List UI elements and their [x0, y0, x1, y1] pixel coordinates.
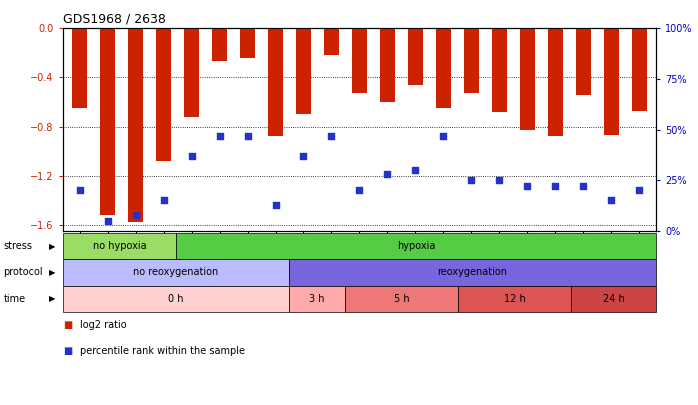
- Text: 24 h: 24 h: [603, 294, 625, 304]
- Bar: [604, 28, 619, 135]
- Text: ▶: ▶: [49, 294, 56, 303]
- Text: 3 h: 3 h: [309, 294, 325, 304]
- Bar: [380, 28, 395, 102]
- Point: [74, 187, 85, 194]
- Point: [242, 132, 253, 139]
- Text: protocol: protocol: [3, 267, 43, 277]
- Point: [102, 217, 113, 224]
- Point: [550, 183, 561, 190]
- Point: [634, 187, 645, 194]
- Point: [130, 211, 141, 218]
- Point: [606, 197, 617, 204]
- Text: ▶: ▶: [49, 241, 56, 251]
- Point: [298, 153, 309, 159]
- Point: [522, 183, 533, 190]
- Bar: [463, 28, 479, 94]
- Point: [410, 167, 421, 173]
- Text: no reoxygenation: no reoxygenation: [133, 267, 218, 277]
- Text: ■: ■: [63, 346, 72, 356]
- Text: ▶: ▶: [49, 268, 56, 277]
- Bar: [324, 28, 339, 55]
- Point: [270, 201, 281, 208]
- Point: [214, 132, 225, 139]
- Bar: [100, 28, 115, 215]
- Point: [326, 132, 337, 139]
- Bar: [548, 28, 563, 136]
- Text: 12 h: 12 h: [504, 294, 526, 304]
- Point: [578, 183, 589, 190]
- Text: time: time: [3, 294, 26, 304]
- Text: stress: stress: [3, 241, 33, 251]
- Bar: [576, 28, 591, 95]
- Bar: [184, 28, 199, 117]
- Text: reoxygenation: reoxygenation: [438, 267, 507, 277]
- Bar: [491, 28, 507, 112]
- Bar: [72, 28, 87, 108]
- Bar: [212, 28, 228, 62]
- Text: log2 ratio: log2 ratio: [80, 320, 127, 330]
- Text: ■: ■: [63, 320, 72, 330]
- Bar: [268, 28, 283, 136]
- Bar: [520, 28, 535, 130]
- Text: no hypoxia: no hypoxia: [93, 241, 146, 251]
- Bar: [128, 28, 143, 222]
- Point: [158, 197, 169, 204]
- Point: [438, 132, 449, 139]
- Point: [186, 153, 197, 159]
- Text: 5 h: 5 h: [394, 294, 410, 304]
- Text: hypoxia: hypoxia: [396, 241, 435, 251]
- Bar: [296, 28, 311, 114]
- Bar: [352, 28, 367, 94]
- Point: [354, 187, 365, 194]
- Bar: [436, 28, 451, 108]
- Bar: [408, 28, 423, 85]
- Point: [382, 171, 393, 177]
- Point: [466, 177, 477, 183]
- Bar: [632, 28, 647, 111]
- Text: GDS1968 / 2638: GDS1968 / 2638: [63, 12, 165, 25]
- Text: percentile rank within the sample: percentile rank within the sample: [80, 346, 245, 356]
- Bar: [240, 28, 255, 58]
- Bar: [156, 28, 171, 161]
- Point: [493, 177, 505, 183]
- Text: 0 h: 0 h: [168, 294, 184, 304]
